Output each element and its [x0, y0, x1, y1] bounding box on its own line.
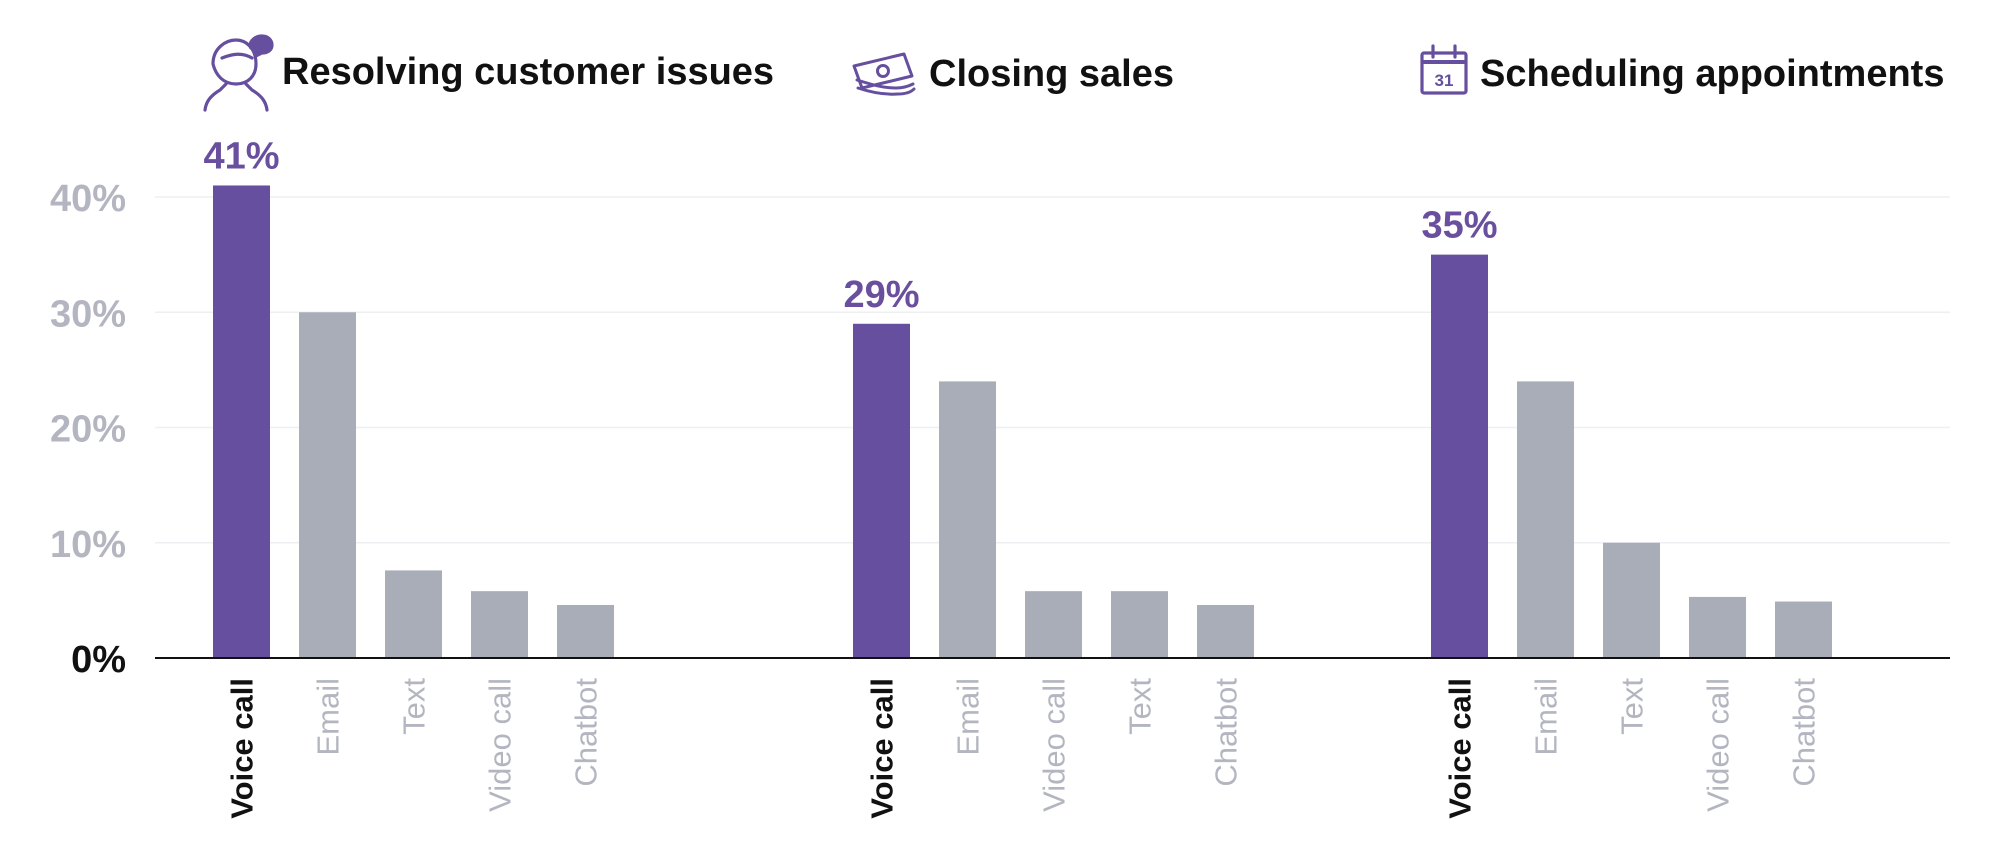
bar-email — [1517, 381, 1574, 658]
bar-video-call — [1689, 596, 1746, 658]
x-tick-label: Email — [951, 678, 986, 756]
bar-text — [1111, 591, 1168, 658]
group-header-resolving: Resolving customer issues — [203, 34, 774, 112]
y-tick-label: 10% — [50, 524, 126, 566]
group-header-closing-sales: Closing sales — [852, 52, 1174, 96]
x-tick-label: Voice call — [865, 678, 900, 819]
x-tick-label: Video call — [1701, 678, 1736, 812]
y-tick-label: 40% — [50, 178, 126, 220]
bar-voice-call — [1431, 254, 1488, 658]
bar-video-call — [1025, 591, 1082, 658]
data-label: 41% — [203, 135, 279, 177]
bar-chatbot — [1775, 601, 1832, 658]
bar-text — [385, 570, 442, 658]
x-axis-ticks: Voice call Email Text Video call Chatbot Voic… — [225, 678, 1822, 819]
gridlines — [155, 196, 1950, 544]
data-label: 35% — [1421, 205, 1497, 247]
bar-email — [299, 312, 356, 658]
bar-voice-call — [853, 323, 910, 658]
bar-chatbot — [1197, 604, 1254, 658]
calendar-date-text: 31 — [1435, 71, 1454, 90]
x-tick-label: Chatbot — [1787, 678, 1822, 787]
bar-text — [1603, 542, 1660, 658]
x-tick-label: Voice call — [225, 678, 260, 819]
bars — [213, 185, 1832, 658]
group-title: Closing sales — [929, 53, 1174, 95]
x-tick-label: Text — [1123, 678, 1158, 735]
bar-voice-call — [213, 185, 270, 658]
data-label: 29% — [843, 274, 919, 316]
group-header-scheduling: 31 Scheduling appointments — [1420, 44, 1944, 95]
x-tick-label: Chatbot — [1209, 678, 1244, 787]
y-axis-ticks: 0% 10% 20% 30% 40% — [50, 178, 126, 681]
calendar-icon: 31 — [1420, 44, 1468, 95]
customer-support-icon — [203, 34, 274, 112]
data-labels: 41% 29% 35% — [203, 135, 1497, 315]
group-title: Scheduling appointments — [1480, 53, 1944, 95]
money-icon — [852, 52, 916, 96]
x-tick-label: Video call — [1037, 678, 1072, 812]
x-tick-label: Text — [1615, 678, 1650, 735]
x-tick-label: Email — [1529, 678, 1564, 756]
bar-email — [939, 381, 996, 658]
group-title: Resolving customer issues — [282, 51, 774, 93]
x-tick-label: Video call — [483, 678, 518, 812]
x-tick-label: Chatbot — [569, 678, 604, 787]
bar-video-call — [471, 591, 528, 658]
y-tick-label: 20% — [50, 409, 126, 451]
y-tick-label: 30% — [50, 293, 126, 335]
x-tick-label: Email — [311, 678, 346, 756]
y-tick-label: 0% — [71, 639, 126, 681]
x-tick-label: Voice call — [1443, 678, 1478, 819]
bar-chatbot — [557, 604, 614, 658]
x-tick-label: Text — [397, 678, 432, 735]
